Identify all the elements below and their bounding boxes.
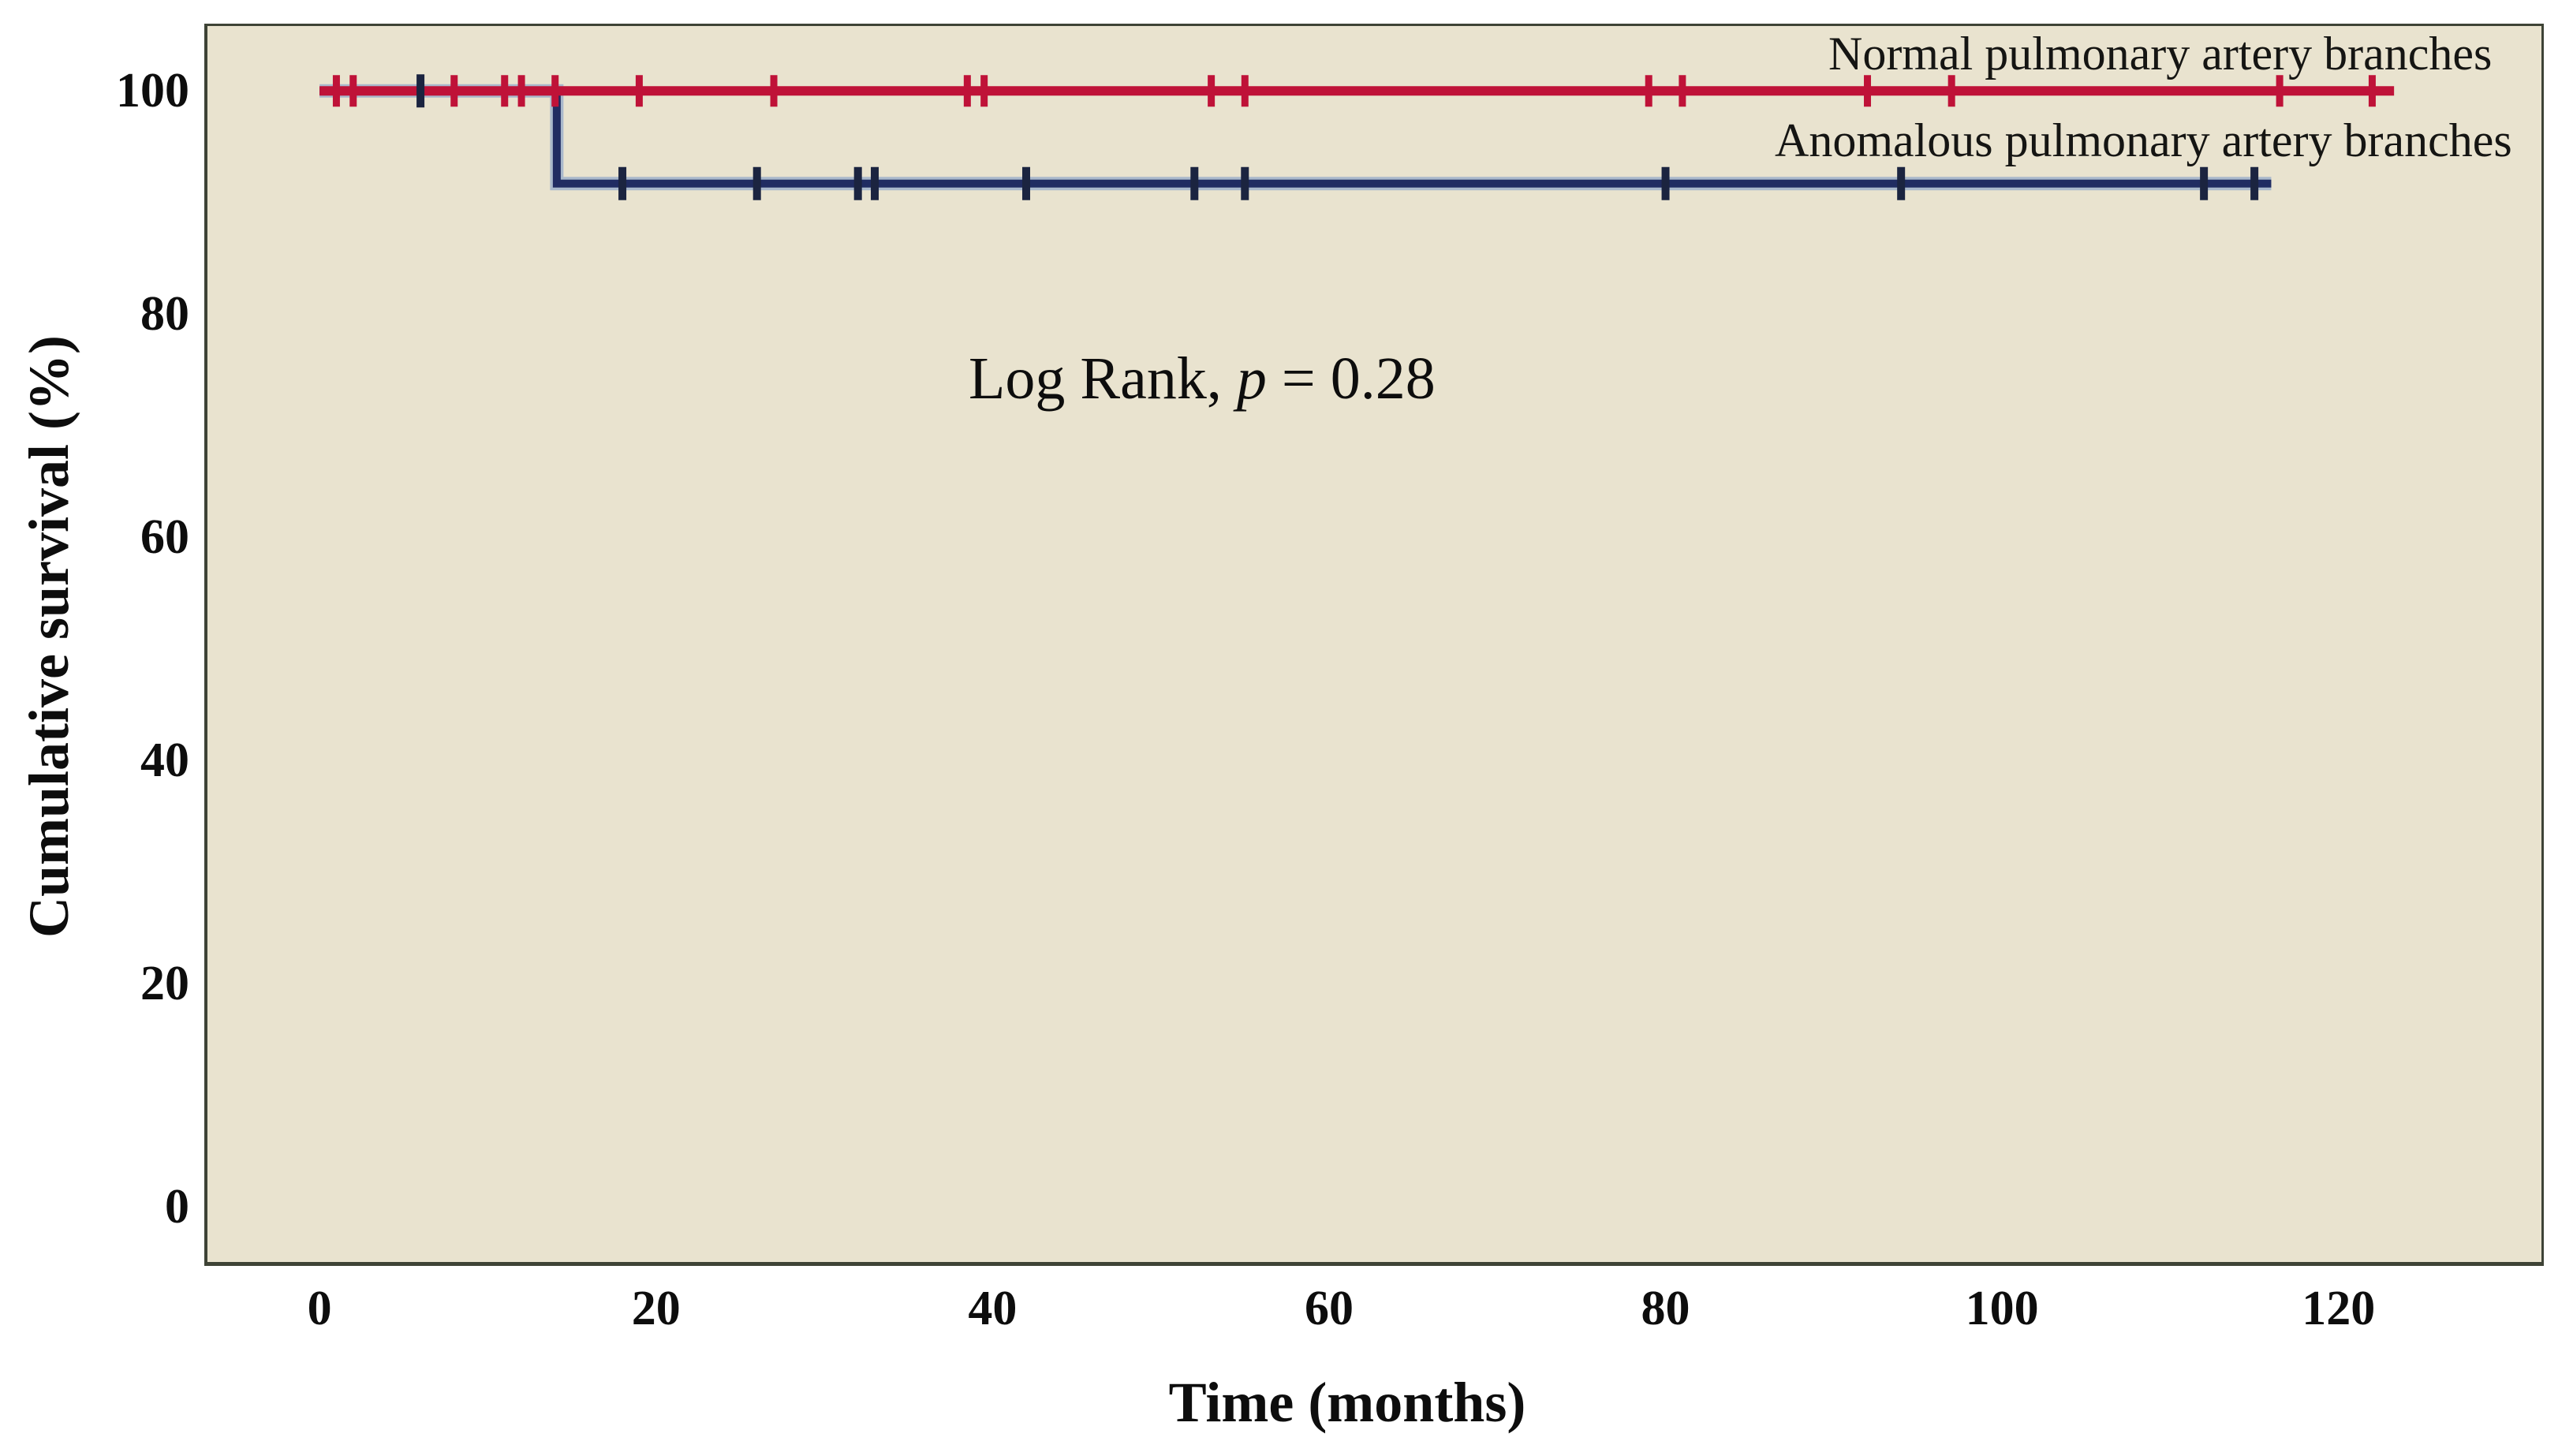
x-axis-title: Time (months) [1168,1371,1526,1434]
y-tick-label-20: 20 [140,957,189,1011]
plot-area [204,24,2544,1266]
x-tick-label-40: 40 [968,1282,1018,1335]
legend-label-normal-pulmonary-artery-branches: Normal pulmonary artery branches [1828,28,2493,80]
x-tick-label-80: 80 [1641,1282,1690,1335]
log-rank-annotation-prefix: Log Rank, [969,345,1237,412]
y-axis-title: Cumulative survival (%) [17,335,80,938]
y-tick-label-100: 100 [116,64,189,118]
x-tick-label-0: 0 [307,1282,332,1335]
y-tick-label-0: 0 [165,1180,189,1234]
y-tick-label-40: 40 [140,734,189,788]
x-tick-label-120: 120 [2302,1282,2376,1335]
x-tick-label-60: 60 [1304,1282,1354,1335]
log-rank-annotation: Log Rank, p = 0.28 [969,345,1436,412]
y-tick-label-80: 80 [140,287,189,342]
log-rank-annotation-value: = 0.28 [1266,345,1436,412]
y-tick-label-60: 60 [140,510,189,565]
log-rank-annotation-p-symbol: p [1236,345,1267,412]
legend-label-anomalous-pulmonary-artery-branches: Anomalous pulmonary artery branches [1775,114,2512,166]
x-tick-label-100: 100 [1965,1282,2039,1335]
x-tick-label-20: 20 [631,1282,681,1335]
